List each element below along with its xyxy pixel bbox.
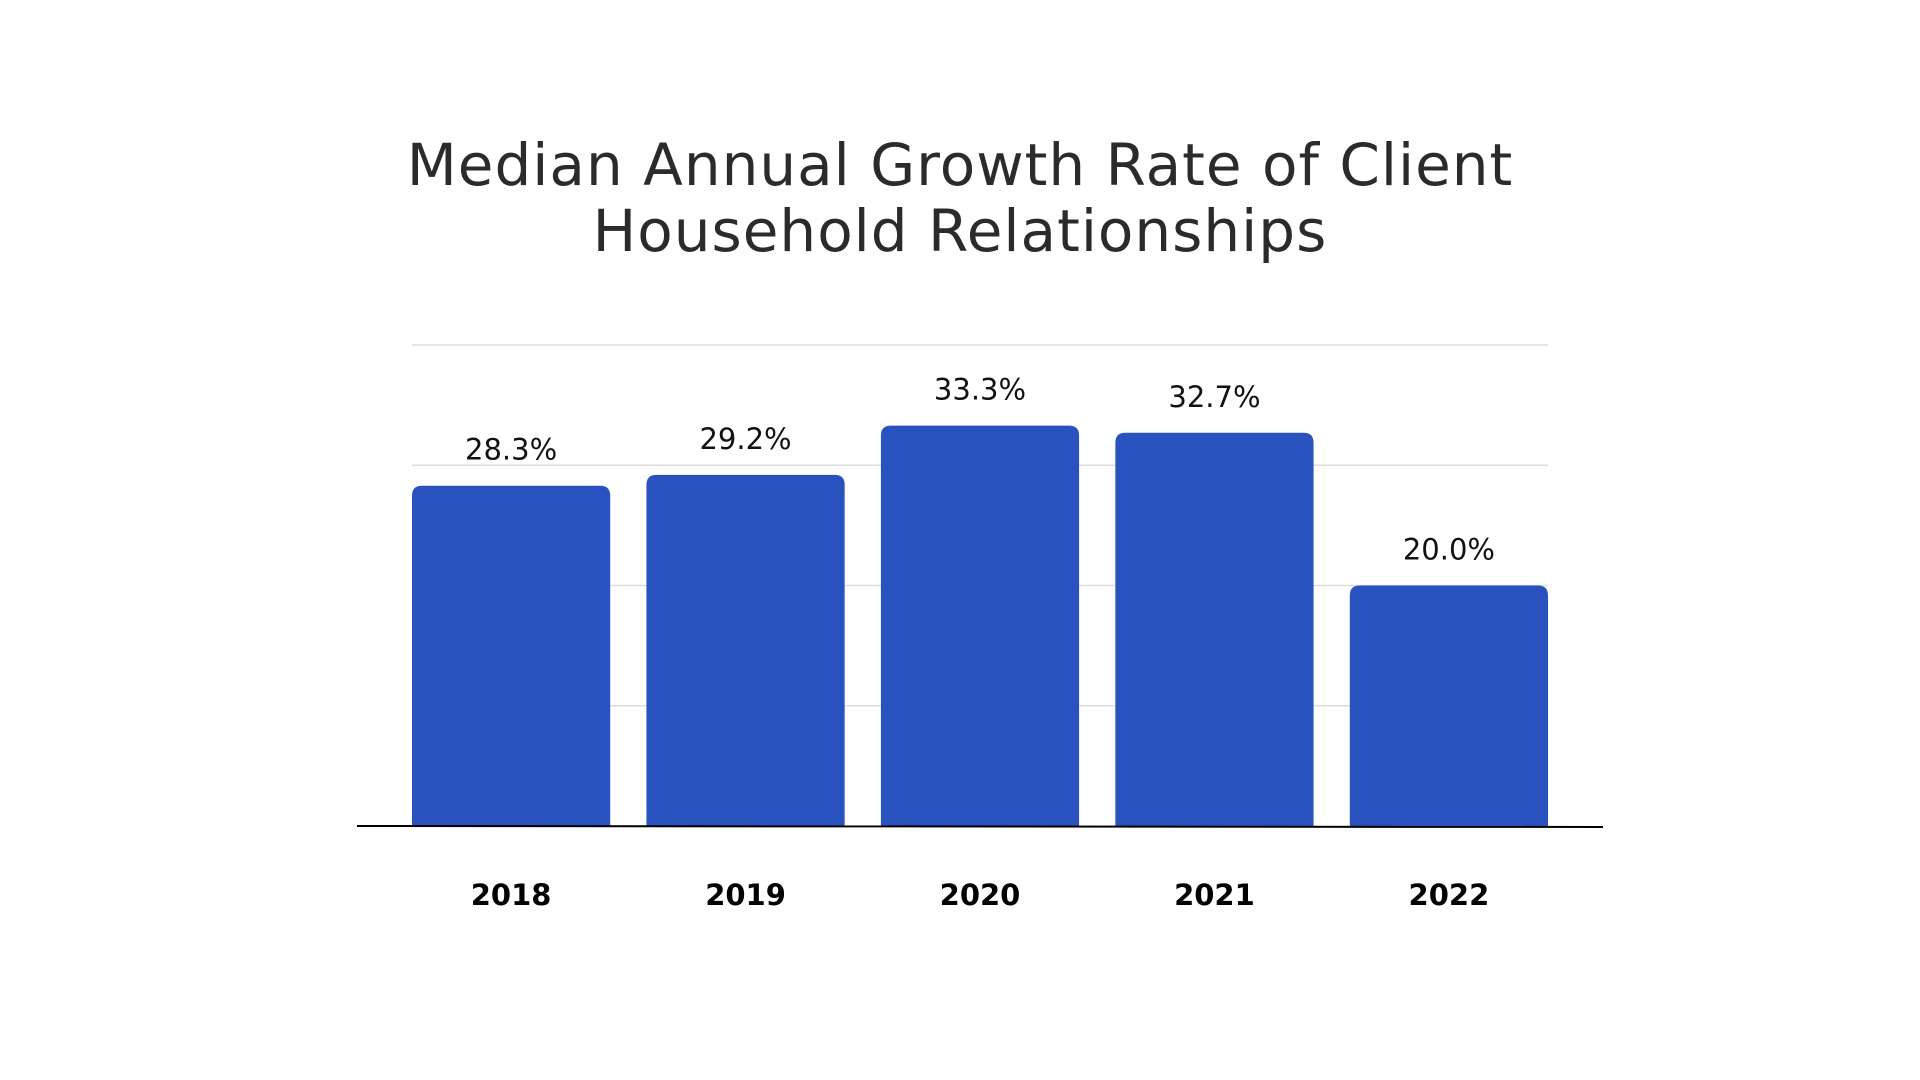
bar-2022 [1349,585,1548,826]
bar-2019 [646,474,845,826]
category-labels: 2018 2019 2020 2021 2022 [471,878,1490,912]
chart-title-line-2: Household Relationships [592,197,1328,265]
value-label-2018: 28.3% [465,433,557,467]
bar-2020 [880,425,1080,826]
value-label-2022: 20.0% [1403,533,1495,567]
category-label-2022: 2022 [1409,878,1490,912]
value-label-2019: 29.2% [699,422,791,456]
x-axis-line [356,825,1604,828]
x-axis [356,825,1604,828]
category-label-2020: 2020 [940,878,1021,912]
value-label-2020: 33.3% [934,373,1026,407]
category-label-2019: 2019 [705,878,786,912]
chart-title: Median Annual Growth Rate of Client Hous… [0,132,1920,264]
category-label-2018: 2018 [471,878,552,912]
bars [412,425,1548,826]
bar-2018 [412,485,611,826]
value-label-2021: 32.7% [1168,380,1260,414]
bar-2021 [1115,432,1314,826]
chart-title-line-1: Median Annual Growth Rate of Client [406,131,1514,199]
value-labels: 28.3% 29.2% 33.3% 32.7% 20.0% [465,373,1495,567]
category-label-2021: 2021 [1174,878,1255,912]
